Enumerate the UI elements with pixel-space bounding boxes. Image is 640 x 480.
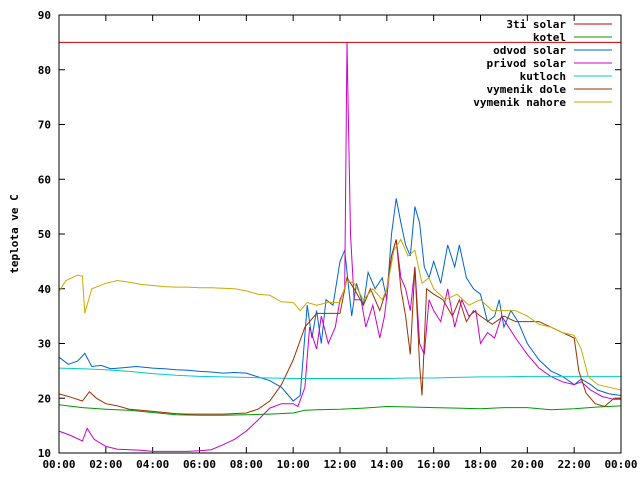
y-tick-label: 10 <box>38 447 51 460</box>
x-tick-label: 20:00 <box>511 458 544 471</box>
y-tick-label: 80 <box>38 64 51 77</box>
y-tick-label: 50 <box>38 228 51 241</box>
x-tick-label: 06:00 <box>183 458 216 471</box>
x-tick-label: 22:00 <box>558 458 591 471</box>
legend-label: kutloch <box>520 70 566 83</box>
plot-series <box>58 41 622 452</box>
series-line-kutloch <box>58 367 621 379</box>
y-tick-label: 70 <box>38 119 51 132</box>
x-axis: 00:00 02:00 04:00 06:00 08:00 10:00 12:00 14:00… <box>42 15 638 471</box>
series-line-privod-solar <box>58 42 621 452</box>
legend-label: odvod solar <box>493 44 566 57</box>
x-tick-label: 00:00 <box>604 458 637 471</box>
series-line-odvod-solar <box>58 198 622 402</box>
x-tick-label: 18:00 <box>464 458 497 471</box>
plot-frame <box>58 14 622 454</box>
x-tick-label: 08:00 <box>230 458 263 471</box>
x-tick-label: 12:00 <box>323 458 356 471</box>
x-tick-label: 16:00 <box>417 458 450 471</box>
y-tick-label: 30 <box>38 338 51 351</box>
legend-label: kotel <box>533 31 566 44</box>
series-line-vymenik-dole <box>58 239 621 415</box>
y-tick-label: 90 <box>38 9 51 22</box>
x-tick-label: 02:00 <box>89 458 122 471</box>
y-tick-label: 40 <box>38 283 51 296</box>
legend-label: privod solar <box>487 57 567 70</box>
y-tick-label: 60 <box>38 173 51 186</box>
series-line-kotel <box>58 404 622 416</box>
x-tick-label: 14:00 <box>370 458 403 471</box>
legend-label: vymenik nahore <box>473 96 566 109</box>
y-tick-label: 20 <box>38 392 51 405</box>
series-line-vymenik-nahore <box>58 238 622 391</box>
x-tick-label: 00:00 <box>42 458 75 471</box>
legend-label: 3ti solar <box>506 18 566 31</box>
x-tick-label: 10:00 <box>277 458 310 471</box>
x-tick-label: 04:00 <box>136 458 169 471</box>
y-axis-label: teplota ve C <box>8 194 21 273</box>
legend-label: vymenik dole <box>487 83 567 96</box>
y-axis: 10 20 30 40 50 60 70 80 90 <box>38 9 621 460</box>
